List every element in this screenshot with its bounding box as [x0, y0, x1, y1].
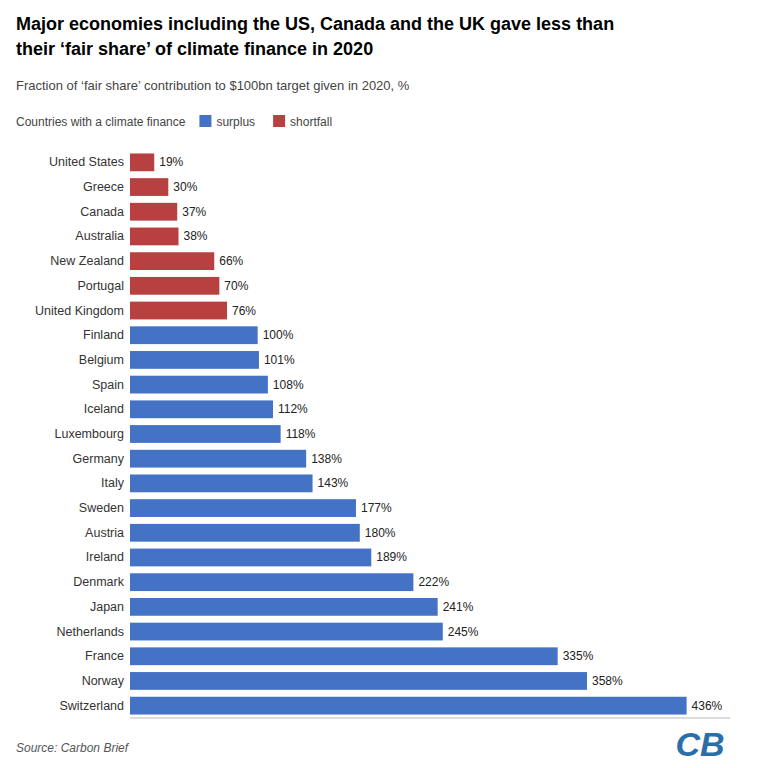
bar	[130, 524, 360, 542]
y-tick-label: Austria	[85, 526, 124, 540]
data-label: 138%	[311, 452, 342, 466]
y-tick-label: Australia	[75, 229, 124, 243]
bar	[130, 672, 587, 690]
bar	[130, 623, 443, 641]
data-label: 76%	[232, 304, 256, 318]
data-label: 100%	[263, 328, 294, 342]
legend-title: Countries with a climate finance	[16, 115, 186, 129]
y-tick-label: Ireland	[86, 550, 124, 564]
bar	[130, 400, 273, 418]
legend-swatch	[199, 115, 211, 127]
bar	[130, 499, 356, 517]
legend-label: shortfall	[290, 115, 332, 129]
data-label: 118%	[286, 427, 316, 441]
background	[0, 0, 780, 768]
y-tick-label: New Zealand	[50, 254, 124, 268]
data-label: 37%	[182, 205, 206, 219]
y-tick-label: Finland	[83, 328, 124, 342]
y-tick-label: Switzerland	[59, 699, 124, 713]
y-tick-label: France	[85, 649, 124, 663]
source: Source: Carbon Brief	[16, 741, 130, 755]
bar	[130, 203, 177, 221]
annotation: CB	[675, 725, 724, 763]
data-label: 436%	[692, 699, 723, 713]
bars	[130, 153, 687, 714]
data-label: 112%	[278, 402, 308, 416]
data-label: 222%	[418, 575, 449, 589]
title: Major economies including the US, Canada…	[16, 14, 614, 59]
bar	[130, 178, 168, 196]
y-tick-label: Italy	[101, 476, 125, 490]
y-tick-label: Denmark	[73, 575, 124, 589]
bar	[130, 598, 438, 616]
y-tick-label: Belgium	[79, 353, 124, 367]
data-label: 180%	[365, 526, 396, 540]
bar	[130, 228, 179, 246]
data-label: 358%	[592, 674, 623, 688]
bar	[130, 302, 227, 320]
labels: 19% 30% 37% 38% 66% 70% 76% 100% 101% 108% 112% 118…	[35, 155, 723, 712]
data-label: 245%	[448, 625, 479, 639]
bar	[130, 647, 558, 665]
y-tick-label: Greece	[83, 180, 124, 194]
y-tick-label: Germany	[73, 452, 125, 466]
bar	[130, 252, 214, 270]
x-axis-line	[130, 718, 730, 719]
y-tick-label: Luxembourg	[55, 427, 125, 441]
y-tick-label: Portugal	[77, 279, 124, 293]
data-label: 143%	[318, 476, 349, 490]
bar	[130, 326, 258, 344]
data-label: 177%	[361, 501, 392, 515]
chart: Major economies including the US, Canada…	[0, 0, 780, 768]
bar	[130, 277, 219, 295]
y-tick-label: Norway	[82, 674, 125, 688]
data-label: 66%	[219, 254, 243, 268]
bar	[130, 573, 413, 591]
y-tick-label: Netherlands	[57, 625, 124, 639]
bar	[130, 450, 306, 468]
data-label: 19%	[159, 155, 183, 169]
y-tick-label: Canada	[80, 205, 124, 219]
data-label: 108%	[273, 378, 304, 392]
bar	[130, 475, 313, 493]
data-label: 38%	[184, 229, 208, 243]
bar	[130, 351, 259, 369]
data-label: 189%	[376, 550, 407, 564]
data-label: 241%	[443, 600, 474, 614]
data-label: 30%	[173, 180, 197, 194]
y-tick-label: Japan	[90, 600, 124, 614]
subtitle: Fraction of ‘fair share’ contribution to…	[16, 78, 410, 93]
y-tick-label: United Kingdom	[35, 304, 124, 318]
bar	[130, 425, 281, 443]
y-tick-label: Spain	[92, 378, 124, 392]
data-label: 335%	[563, 649, 594, 663]
data-label: 70%	[224, 279, 248, 293]
data-label: 101%	[264, 353, 295, 367]
legend-swatch	[273, 115, 285, 127]
y-tick-label: United States	[49, 155, 124, 169]
bar	[130, 376, 268, 394]
y-tick-label: Sweden	[79, 501, 124, 515]
bar	[130, 153, 154, 171]
legend-label: surplus	[216, 115, 255, 129]
bar	[130, 697, 687, 715]
y-tick-label: Iceland	[84, 402, 124, 416]
bar	[130, 549, 371, 567]
